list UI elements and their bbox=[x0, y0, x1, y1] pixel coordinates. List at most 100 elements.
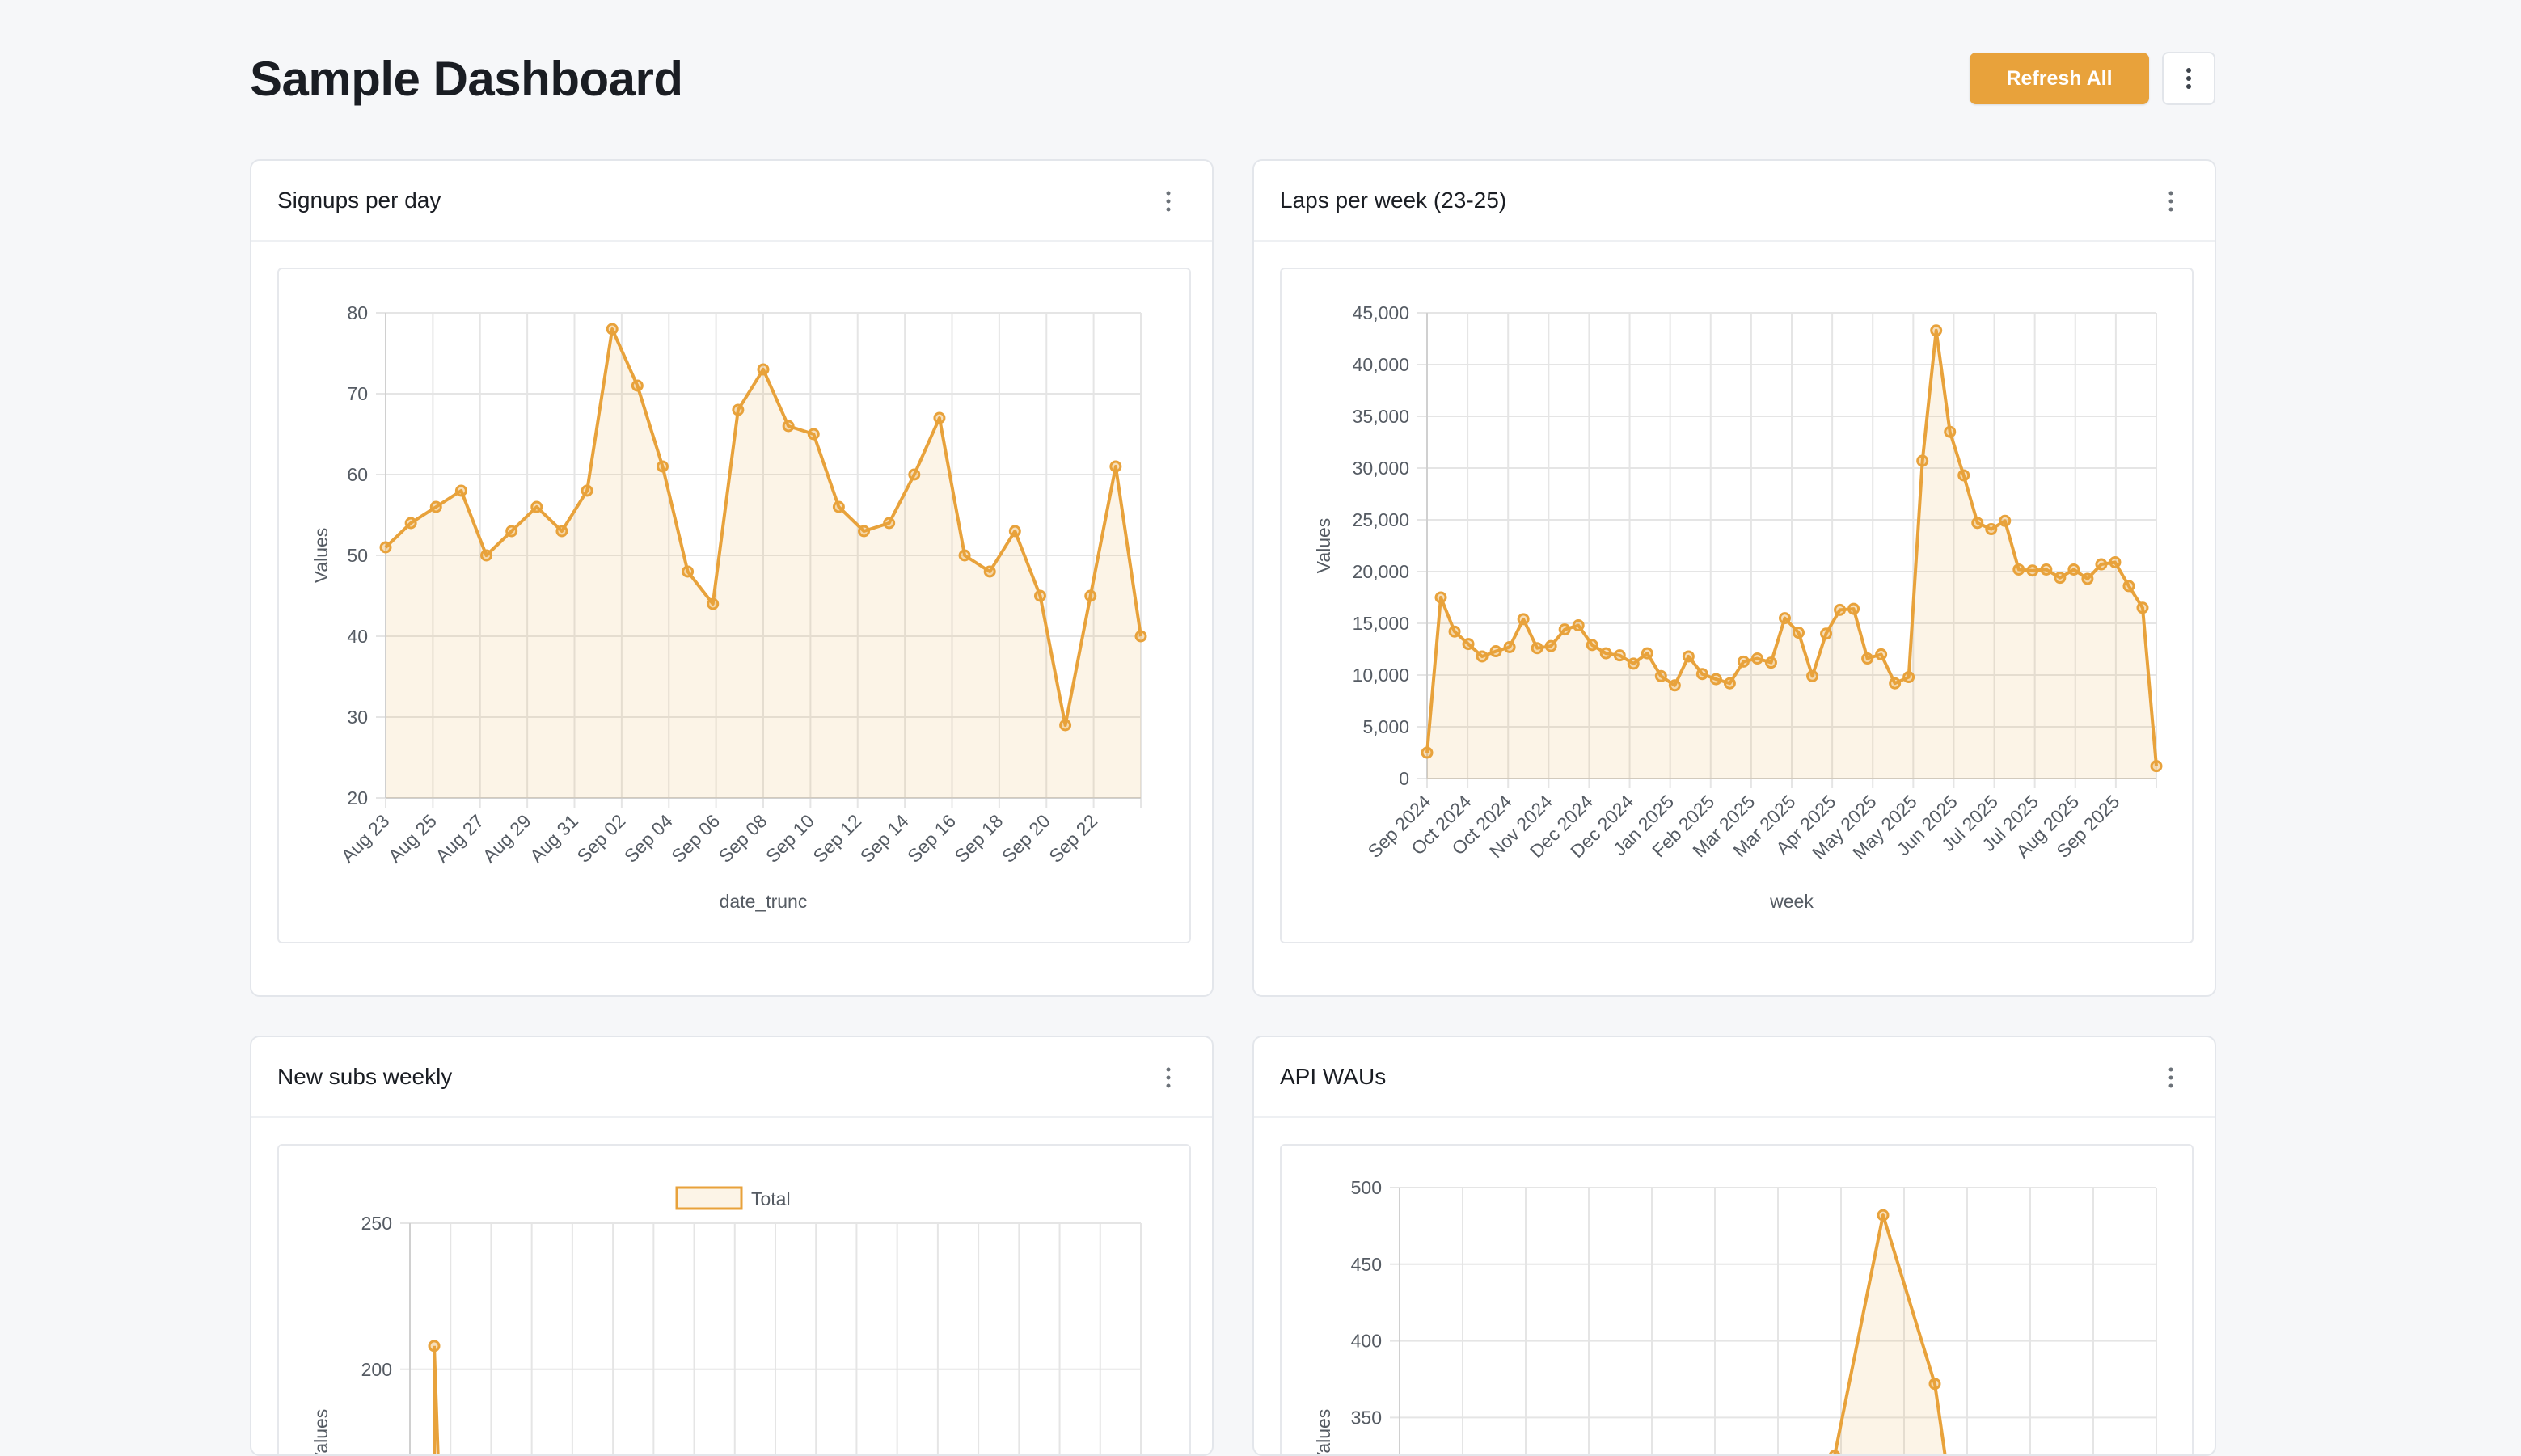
refresh-all-button[interactable]: Refresh All bbox=[1970, 53, 2149, 104]
data-point bbox=[1861, 652, 1874, 665]
x-tick-label: Sep 16 bbox=[903, 810, 960, 867]
y-tick-label: 200 bbox=[361, 1359, 392, 1380]
y-tick-label: 500 bbox=[1351, 1177, 1382, 1198]
data-point bbox=[1033, 589, 1046, 602]
x-tick-label: Sep 18 bbox=[950, 810, 1007, 867]
kebab-menu-icon bbox=[1166, 191, 1171, 212]
card-menu-button[interactable] bbox=[2161, 1065, 2181, 1091]
new-subs-chart[interactable]: 250200150ValuesTotal bbox=[279, 1146, 1189, 1456]
series-line bbox=[384, 327, 1142, 727]
kebab-menu-icon bbox=[2168, 1067, 2173, 1088]
data-point bbox=[707, 597, 720, 610]
card-api-waus: API WAUs 500450400350300Values bbox=[1252, 1036, 2216, 1456]
data-point bbox=[2095, 558, 2108, 571]
data-point bbox=[1930, 324, 1943, 337]
data-point bbox=[2122, 580, 2135, 593]
data-point bbox=[832, 500, 845, 513]
card-menu-button[interactable] bbox=[1159, 1065, 1178, 1091]
card-title: Laps per week (23-25) bbox=[1280, 188, 1507, 213]
data-point bbox=[2109, 555, 2122, 568]
legend-label: Total bbox=[751, 1188, 791, 1209]
data-point bbox=[1489, 645, 1502, 658]
data-point bbox=[2067, 563, 2080, 576]
series-line bbox=[433, 1345, 440, 1454]
y-tick-label: 40 bbox=[347, 626, 368, 647]
data-point bbox=[555, 525, 568, 538]
dashboard-menu-button[interactable] bbox=[2162, 52, 2215, 105]
card-menu-button[interactable] bbox=[2161, 188, 2181, 214]
data-point bbox=[1558, 623, 1571, 636]
x-tick-label: Sep 10 bbox=[762, 810, 818, 867]
x-tick-label: Sep 08 bbox=[715, 810, 771, 867]
data-point bbox=[1476, 650, 1489, 663]
data-point bbox=[454, 484, 467, 497]
data-point bbox=[682, 565, 695, 578]
card-signups-per-day: Signups per day 80 70 60 50 40 30 20 Aug 23 Aug … bbox=[250, 159, 1214, 997]
data-point bbox=[1613, 649, 1626, 662]
y-axis-title: Values bbox=[310, 1409, 331, 1456]
chart-container: 500450400350300Values bbox=[1280, 1144, 2194, 1456]
data-point bbox=[1764, 656, 1777, 669]
data-point bbox=[2026, 564, 2039, 577]
data-point bbox=[908, 468, 921, 481]
data-point bbox=[1434, 591, 1447, 604]
x-tick-label: Aug 31 bbox=[526, 810, 582, 867]
data-point bbox=[1793, 627, 1805, 639]
data-point bbox=[807, 428, 820, 441]
series-area bbox=[386, 329, 1141, 798]
data-point bbox=[1806, 669, 1819, 682]
data-point bbox=[530, 500, 543, 513]
data-point bbox=[1902, 671, 1915, 684]
data-point bbox=[1889, 677, 1902, 690]
x-tick-label: Sep 02 bbox=[572, 810, 629, 867]
data-point bbox=[1627, 657, 1640, 670]
chart-container: 80 70 60 50 40 30 20 Aug 23 Aug 25 Aug 27 Aug 29 Au… bbox=[277, 268, 1191, 943]
x-tick-label: Sep 04 bbox=[620, 810, 677, 867]
data-point bbox=[1448, 625, 1461, 638]
card-menu-button[interactable] bbox=[1159, 188, 1178, 214]
card-new-subs-weekly: New subs weekly 250200150ValuesTotal bbox=[250, 1036, 1214, 1456]
data-point bbox=[858, 525, 871, 538]
data-point bbox=[732, 403, 745, 416]
y-tick-label: 80 bbox=[347, 302, 368, 323]
kebab-menu-icon bbox=[2186, 68, 2191, 89]
data-point bbox=[1084, 589, 1097, 602]
card-title: New subs weekly bbox=[277, 1064, 453, 1089]
data-point bbox=[1544, 639, 1557, 652]
x-axis-title: date_trunc bbox=[720, 891, 808, 912]
y-tick-label: 20 bbox=[347, 787, 368, 808]
data-point bbox=[2054, 572, 2067, 585]
y-tick-label: 60 bbox=[347, 464, 368, 485]
data-point bbox=[2040, 563, 2053, 576]
data-point bbox=[1517, 613, 1530, 626]
y-tick-label: 70 bbox=[347, 383, 368, 404]
x-tick-label: Aug 29 bbox=[479, 810, 535, 867]
data-point bbox=[1134, 630, 1147, 643]
y-tick-label: 25,000 bbox=[1353, 509, 1409, 530]
data-point bbox=[1971, 517, 1984, 530]
y-axis-title: Values bbox=[1313, 518, 1334, 574]
y-tick-label: 5,000 bbox=[1362, 716, 1409, 737]
data-point bbox=[2012, 563, 2025, 576]
x-tick-label: Sep 22 bbox=[1045, 810, 1101, 867]
kebab-menu-icon bbox=[1166, 1067, 1171, 1088]
data-point bbox=[1059, 719, 1072, 732]
data-point bbox=[1928, 1378, 1941, 1391]
data-point bbox=[1709, 673, 1722, 686]
data-point bbox=[1695, 668, 1708, 681]
data-point bbox=[428, 1340, 441, 1353]
data-point bbox=[1586, 639, 1598, 652]
card-header: Signups per day bbox=[251, 161, 1212, 242]
y-tick-label: 15,000 bbox=[1353, 613, 1409, 634]
page-title: Sample Dashboard bbox=[250, 52, 683, 106]
kebab-menu-icon bbox=[2168, 191, 2173, 212]
laps-chart[interactable]: 45,000 40,000 35,000 30,000 25,000 20,000 15,0… bbox=[1282, 269, 2192, 942]
api-waus-chart[interactable]: 500450400350300Values bbox=[1282, 1146, 2192, 1456]
card-laps-per-week: Laps per week (23-25) 45,000 40,000 35,000… bbox=[1252, 159, 2216, 997]
y-tick-label: 20,000 bbox=[1353, 561, 1409, 582]
data-point bbox=[1572, 619, 1585, 632]
data-point bbox=[983, 565, 996, 578]
y-tick-label: 350 bbox=[1351, 1407, 1382, 1428]
data-point bbox=[1641, 647, 1653, 660]
